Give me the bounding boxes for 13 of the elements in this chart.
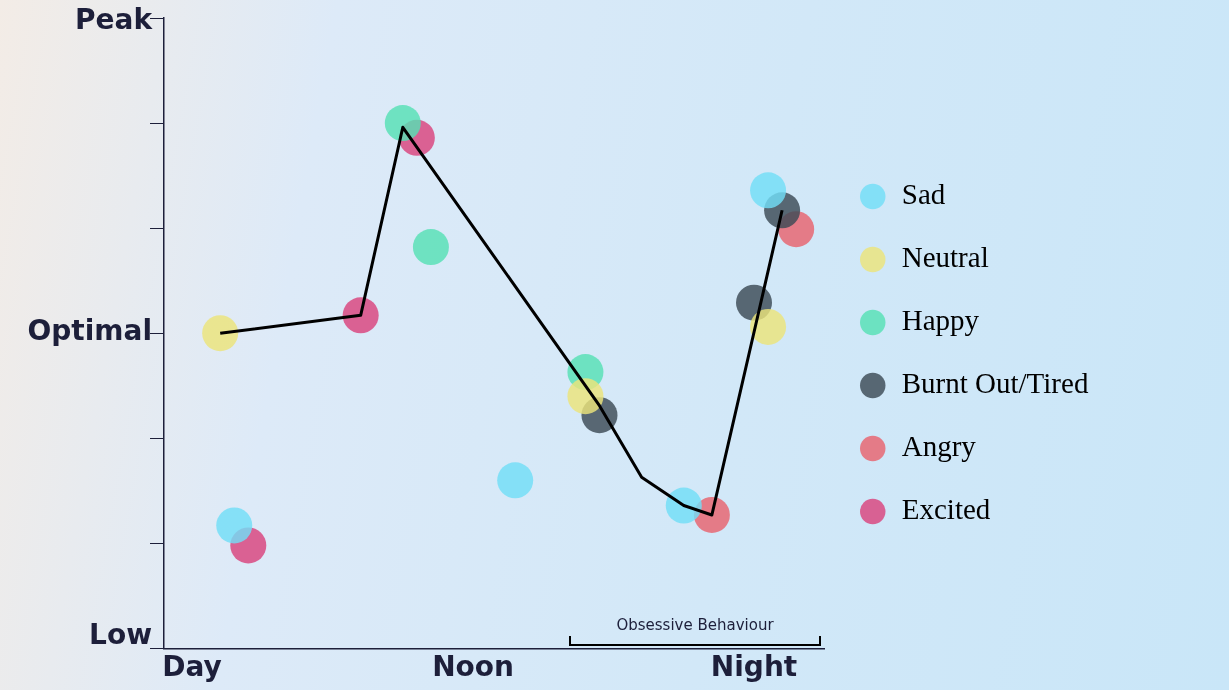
annotation: Obsessive Behaviour [616,616,774,635]
legend-label: Excited [901,493,991,526]
x-tick-label: Night [710,650,798,684]
legend-label: Neutral [901,241,989,274]
text: Optimal [27,314,152,348]
x-tick-label: Noon [432,650,514,684]
legend-label: Burnt Out/Tired [901,367,1089,400]
text: Low [89,617,152,651]
legend-label: Sad [901,178,946,211]
x-tick-label: Day [162,650,222,684]
legend-label: Happy [901,304,980,337]
legend-label: Angry [901,430,977,463]
text: Peak [74,3,154,37]
